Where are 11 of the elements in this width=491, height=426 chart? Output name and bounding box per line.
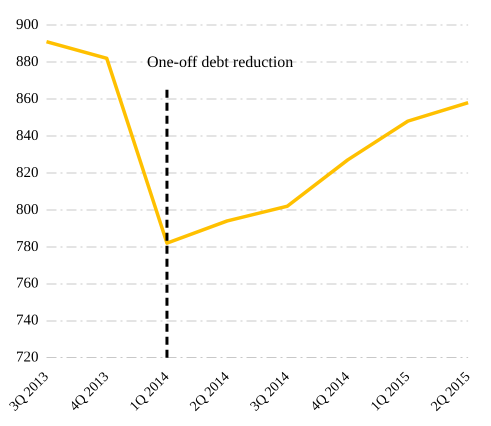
y-tick-label: 800 <box>16 202 38 218</box>
y-tick-label: 820 <box>16 164 38 181</box>
y-tick-label: 760 <box>16 276 38 292</box>
y-tick-label: 840 <box>16 128 38 144</box>
ref-line-label: One-off debt reduction <box>146 54 294 71</box>
y-tick-label: 720 <box>16 350 38 366</box>
y-tick-label: 780 <box>16 238 38 255</box>
y-tick-label: 900 <box>16 16 38 33</box>
y-tick-label: 860 <box>16 90 38 107</box>
y-tick-label: 880 <box>16 54 38 70</box>
y-tick-label: 740 <box>16 312 38 329</box>
